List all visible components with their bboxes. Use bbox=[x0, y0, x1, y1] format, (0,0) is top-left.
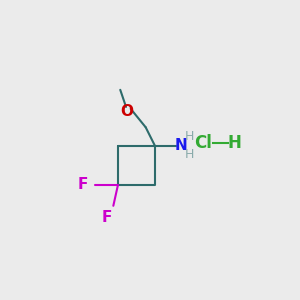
Text: H: H bbox=[185, 130, 194, 143]
Text: H: H bbox=[228, 134, 242, 152]
Text: N: N bbox=[175, 138, 188, 153]
Text: H: H bbox=[185, 148, 194, 161]
Text: F: F bbox=[78, 178, 88, 193]
Text: Cl: Cl bbox=[194, 134, 212, 152]
Text: F: F bbox=[101, 210, 112, 225]
Text: O: O bbox=[121, 103, 134, 118]
